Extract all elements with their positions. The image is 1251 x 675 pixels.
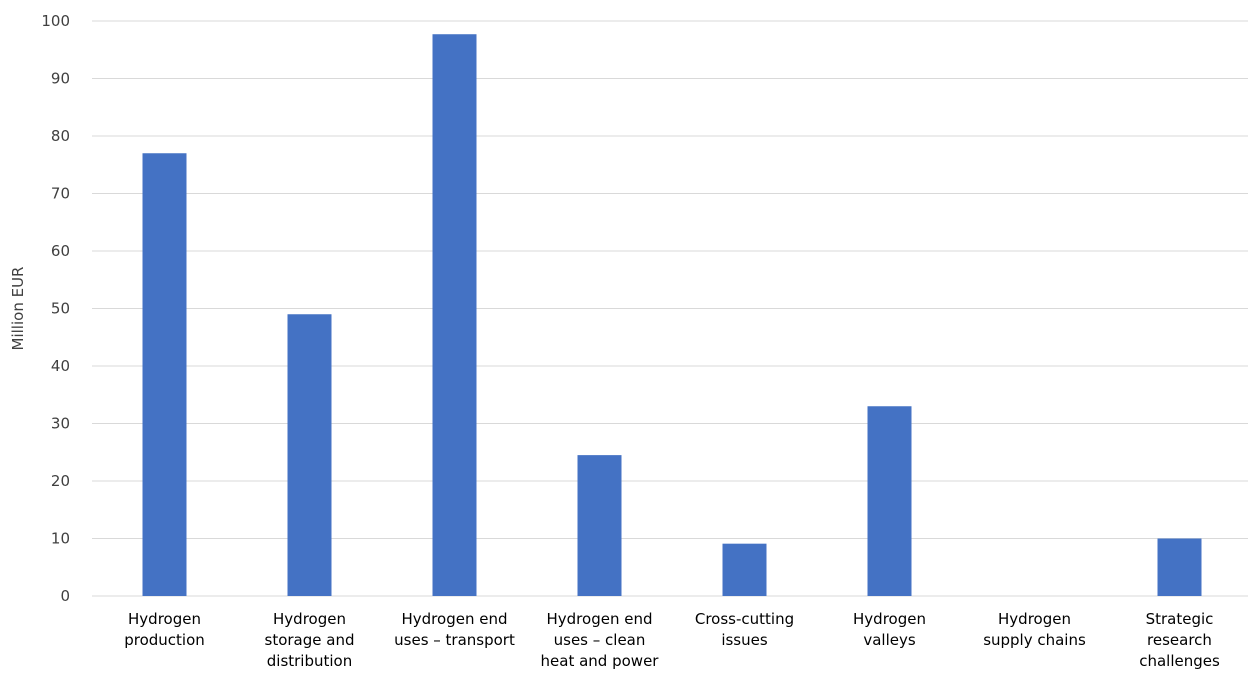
x-category-label: Strategic research challenges [1139,610,1220,670]
y-tick-label: 40 [51,357,70,375]
y-tick-label: 50 [51,300,70,318]
bar [577,455,622,596]
x-category-label: Hydrogen supply chains [983,610,1086,649]
bar [287,314,332,596]
y-tick-label: 80 [51,127,70,145]
bar [1157,538,1202,596]
bar [867,406,912,596]
y-tick-label: 30 [51,415,70,433]
bars [142,34,1202,597]
y-tick-label: 90 [51,70,70,88]
bar [722,543,767,596]
bar [142,153,187,596]
x-category-label: Hydrogen valleys [853,610,926,649]
x-axis-labels: Hydrogen production Hydrogen storage and dis… [124,610,1220,670]
y-tick-label: 0 [60,587,70,605]
y-axis-title: Million EUR [9,267,27,351]
x-category-label: Hydrogen end uses – transport [394,610,515,649]
x-category-label: Hydrogen production [124,610,205,649]
x-category-label: Hydrogen end uses – clean heat and power [541,610,660,670]
gridlines [92,20,1248,597]
y-tick-label: 60 [51,242,70,260]
y-tick-label: 10 [51,530,70,548]
y-tick-label: 100 [41,12,70,30]
x-category-label: Cross-cutting issues [695,610,794,649]
y-tick-label: 20 [51,472,70,490]
x-category-label: Hydrogen storage and distribution [265,610,355,670]
y-tick-label: 70 [51,185,70,203]
y-axis-ticks: 0 10 20 30 40 50 60 70 80 90 100 [41,12,70,605]
bar [432,34,477,597]
